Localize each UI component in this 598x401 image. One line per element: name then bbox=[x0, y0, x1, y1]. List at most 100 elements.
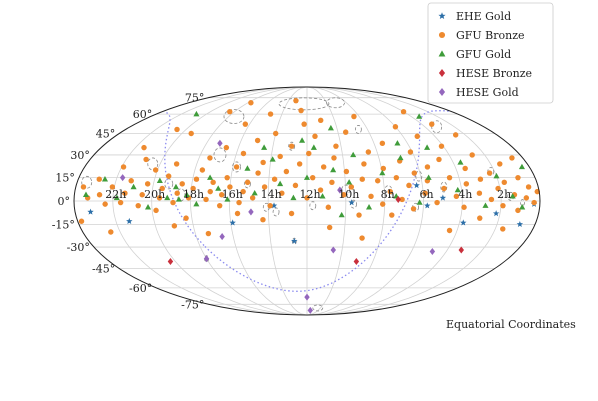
data-point bbox=[190, 185, 196, 192]
graticule bbox=[74, 86, 540, 316]
data-point bbox=[102, 201, 108, 207]
data-point bbox=[457, 159, 464, 165]
data-point bbox=[436, 156, 442, 163]
data-point bbox=[395, 195, 401, 203]
data-point bbox=[389, 212, 395, 218]
data-point bbox=[346, 179, 353, 185]
data-point bbox=[130, 183, 137, 190]
dec-tick-label: -75° bbox=[181, 298, 204, 311]
data-point bbox=[329, 179, 335, 186]
sky-map-outline bbox=[73, 86, 541, 316]
data-point bbox=[495, 185, 501, 192]
data-point bbox=[434, 199, 440, 206]
ra-tick-label: 20h bbox=[144, 188, 165, 201]
data-point bbox=[348, 184, 355, 190]
data-point bbox=[216, 202, 223, 209]
galactic-plane-curve bbox=[203, 110, 449, 292]
data-point bbox=[515, 174, 521, 181]
error-contour bbox=[312, 304, 324, 312]
data-point bbox=[488, 196, 495, 203]
data-point bbox=[199, 167, 206, 173]
dec-tick-label: 0° bbox=[58, 195, 71, 208]
data-point bbox=[173, 161, 180, 167]
data-point bbox=[410, 206, 417, 212]
data-point bbox=[167, 258, 174, 266]
legend-box bbox=[427, 2, 554, 104]
data-point bbox=[193, 176, 200, 182]
coordinate-system-label: Equatorial Coordinates bbox=[446, 318, 576, 331]
data-point bbox=[101, 176, 109, 182]
data-point bbox=[174, 190, 180, 196]
data-point bbox=[309, 174, 316, 181]
data-point bbox=[446, 227, 453, 234]
data-point bbox=[325, 204, 332, 210]
data-point bbox=[267, 202, 273, 209]
legend-marker bbox=[438, 31, 446, 39]
data-point bbox=[497, 161, 503, 167]
data-point bbox=[227, 108, 233, 115]
data-point bbox=[143, 156, 149, 163]
legend-label: GFU Bronze bbox=[456, 29, 525, 42]
data-point bbox=[141, 144, 147, 151]
data-point bbox=[361, 161, 367, 167]
ra-tick-label: 10h bbox=[338, 188, 359, 201]
ra-tick-label: 8h bbox=[381, 188, 395, 201]
data-point bbox=[260, 159, 266, 166]
error-contour bbox=[326, 97, 345, 109]
data-point bbox=[359, 176, 365, 182]
ra-tick-label: 22h bbox=[105, 188, 126, 201]
data-point bbox=[170, 199, 176, 206]
data-point bbox=[288, 210, 295, 217]
dec-tick-label: 60° bbox=[133, 108, 153, 121]
galactic-plane bbox=[163, 110, 449, 292]
error-contour bbox=[354, 125, 362, 134]
data-point bbox=[292, 182, 299, 189]
data-point bbox=[416, 113, 423, 119]
data-point bbox=[87, 208, 94, 215]
data-point bbox=[113, 194, 120, 201]
ra-gridline bbox=[306, 86, 502, 316]
data-point bbox=[240, 188, 246, 195]
data-point bbox=[379, 140, 386, 147]
data-point bbox=[515, 207, 521, 214]
data-point bbox=[254, 137, 261, 144]
data-point bbox=[242, 121, 249, 127]
data-point bbox=[394, 140, 401, 146]
data-point bbox=[183, 191, 190, 197]
data-point bbox=[156, 195, 163, 201]
ra-gridline bbox=[112, 86, 308, 316]
data-point bbox=[207, 174, 214, 180]
data-point bbox=[531, 199, 537, 206]
data-point bbox=[109, 184, 116, 190]
data-point bbox=[493, 172, 500, 179]
data-point bbox=[523, 195, 530, 201]
data-point bbox=[525, 184, 532, 190]
data-point bbox=[301, 121, 307, 127]
data-point bbox=[350, 151, 357, 158]
data-point bbox=[117, 199, 124, 206]
dec-tick-label: -15° bbox=[52, 218, 75, 231]
data-point bbox=[348, 199, 355, 206]
data-point bbox=[205, 230, 212, 237]
data-point bbox=[188, 130, 194, 137]
data-point bbox=[392, 124, 399, 130]
data-point bbox=[438, 143, 445, 149]
data-point bbox=[193, 110, 200, 117]
ra-tick-label: 14h bbox=[261, 188, 282, 201]
data-point bbox=[261, 184, 268, 190]
data-point bbox=[439, 194, 447, 201]
error-contour bbox=[288, 141, 296, 151]
series-gfu-gold bbox=[82, 110, 526, 218]
data-point bbox=[203, 255, 210, 263]
data-point bbox=[320, 164, 327, 170]
data-point bbox=[393, 174, 400, 181]
data-point bbox=[207, 155, 213, 161]
data-point bbox=[501, 179, 508, 186]
data-point bbox=[260, 216, 266, 223]
data-point bbox=[462, 165, 468, 172]
data-point bbox=[126, 217, 133, 224]
legend-label: HESE Gold bbox=[456, 86, 519, 99]
ra-tick-label: 16h bbox=[222, 188, 243, 201]
data-point bbox=[337, 186, 343, 194]
data-point bbox=[330, 246, 337, 254]
